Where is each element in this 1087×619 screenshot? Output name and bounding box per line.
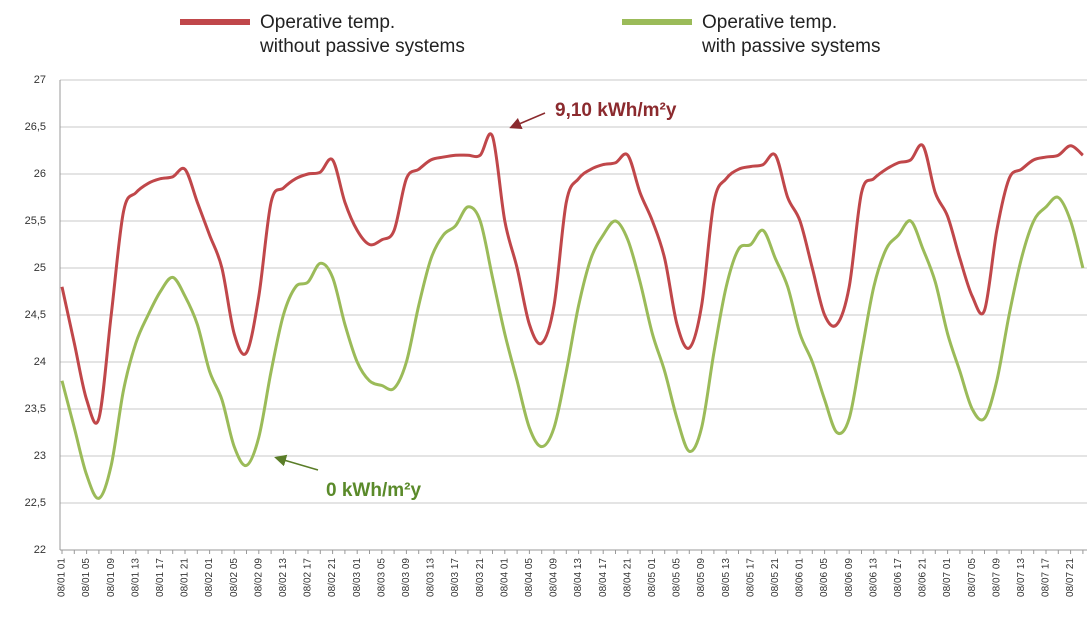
y-tick-label: 25,5 (25, 215, 46, 227)
x-tick-label: 08/03 21 (475, 558, 486, 597)
x-tick-label: 08/04 21 (622, 558, 633, 597)
x-tick-label: 08/01 01 (57, 558, 68, 597)
y-tick-label: 24 (34, 356, 46, 368)
x-tick-label: 08/02 05 (229, 558, 240, 597)
x-tick-label: 08/04 09 (549, 558, 560, 597)
x-tick-label: 08/05 01 (647, 558, 658, 597)
legend-label-line: without passive systems (259, 36, 465, 57)
x-tick-label: 08/05 13 (721, 558, 732, 597)
x-tick-label: 08/01 05 (81, 558, 92, 597)
legend: Operative temp. without passive systemsOp… (180, 12, 880, 57)
x-tick-label: 08/06 01 (795, 558, 806, 597)
annotation: 9,10 kWh/m²y (555, 100, 677, 121)
x-tick-label: 08/03 01 (352, 558, 363, 597)
x-tick-label: 08/03 13 (426, 558, 437, 597)
x-tick-label: 08/02 13 (278, 558, 289, 597)
x-tick-label: 08/05 05 (672, 558, 683, 597)
plot-area (60, 132, 1085, 500)
x-tick-label: 08/04 01 (499, 558, 510, 597)
x-tick-label: 08/04 17 (598, 558, 609, 597)
x-tick-label: 08/06 17 (893, 558, 904, 597)
x-tick-label: 08/03 17 (450, 558, 461, 597)
x-tick-label: 08/06 21 (918, 558, 929, 597)
x-tick-label: 08/01 17 (155, 558, 166, 597)
x-tick-label: 08/07 21 (1065, 558, 1076, 597)
x-tick-label: 08/01 09 (106, 558, 117, 597)
x-tick-label: 08/01 21 (180, 558, 191, 597)
y-tick-label: 22,5 (25, 497, 46, 509)
annotation: 0 kWh/m²y (326, 480, 421, 501)
x-tick-label: 08/01 13 (130, 558, 141, 597)
legend-label: Operative temp. without passive systems (259, 12, 465, 57)
grid (60, 79, 1087, 551)
x-tick-label: 08/07 13 (1016, 558, 1027, 597)
y-tick-label: 26,5 (25, 121, 46, 133)
x-tick-label: 08/03 09 (401, 558, 412, 597)
y-tick-label: 22 (34, 544, 46, 556)
x-tick-label: 08/02 09 (253, 558, 264, 597)
x-tick-label: 08/07 09 (991, 558, 1002, 597)
x-tick-label: 08/02 17 (303, 558, 314, 597)
y-tick-label: 24,5 (25, 309, 46, 321)
y-tick-label: 27 (34, 74, 46, 86)
legend-label: Operative temp. with passive systems (701, 12, 880, 57)
x-tick-label: 08/04 05 (524, 558, 535, 597)
legend-label-line: Operative temp. (260, 12, 395, 33)
x-tick-label: 08/05 09 (696, 558, 707, 597)
x-tick-label: 08/05 17 (745, 558, 756, 597)
legend-label-line: with passive systems (701, 36, 880, 57)
legend-label-line: Operative temp. (702, 12, 837, 33)
series-line (60, 195, 1085, 500)
y-tick-label: 23,5 (25, 403, 46, 415)
x-tick-label: 08/06 05 (819, 558, 830, 597)
x-tick-label: 08/05 21 (770, 558, 781, 597)
x-tick-label: 08/02 21 (327, 558, 338, 597)
annotation-arrow (509, 112, 546, 130)
annotation-arrow (274, 454, 319, 471)
y-tick-label: 25 (34, 262, 46, 274)
x-tick-label: 08/04 13 (573, 558, 584, 597)
x-tick-label: 08/06 13 (868, 558, 879, 597)
x-tick-label: 08/07 17 (1041, 558, 1052, 597)
x-tick-label: 08/03 05 (376, 558, 387, 597)
x-tick-label: 08/06 09 (844, 558, 855, 597)
series-line (60, 132, 1084, 425)
axes: 22 22,5 23 23,5 24 24,5 25 25,5 26 26,5 27 08/01 01… (25, 74, 1087, 597)
x-tick-label: 08/07 05 (967, 558, 978, 597)
x-tick-label: 08/07 01 (942, 558, 953, 597)
y-tick-label: 26 (34, 168, 46, 180)
x-tick-label: 08/02 01 (204, 558, 215, 597)
y-tick-label: 23 (34, 450, 46, 462)
